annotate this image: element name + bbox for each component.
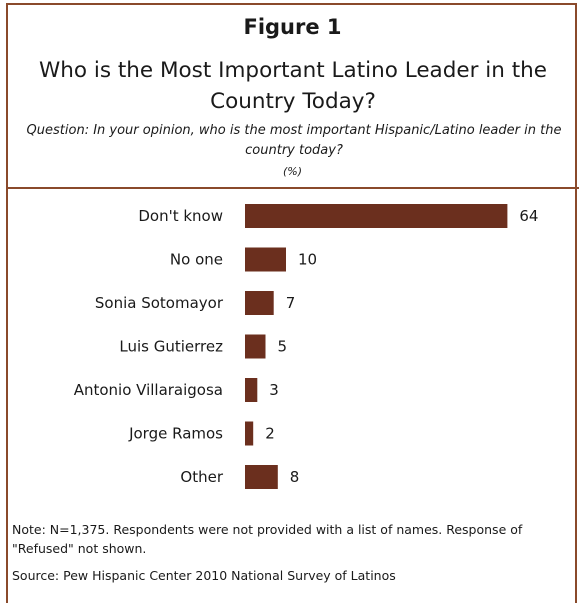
bar	[245, 465, 278, 489]
chart-title: Who is the Most Important Latino Leader …	[38, 58, 548, 114]
value-label: 64	[519, 207, 538, 225]
bar	[245, 247, 286, 272]
bar	[245, 378, 258, 402]
bar	[245, 291, 274, 315]
category-label: Antonio Villaraigosa	[74, 381, 223, 399]
category-label: Jorge Ramos	[128, 425, 223, 443]
value-label: 7	[286, 294, 296, 312]
category-label: Don't know	[138, 207, 223, 225]
bar	[245, 334, 266, 359]
figure-frame	[6, 3, 577, 603]
bar-chart: Don't know 64 No one 10 Sonia Sotomayor 7 Luis…	[74, 204, 538, 489]
value-label: 8	[290, 468, 300, 486]
category-label: No one	[170, 251, 223, 269]
unit-label: (%)	[282, 165, 303, 178]
value-label: 5	[278, 338, 288, 356]
source-text: Source: Pew Hispanic Center 2010 Nationa…	[12, 568, 396, 583]
survey-question: Question: In your opinion, who is the mo…	[26, 123, 562, 158]
value-label: 3	[269, 381, 279, 399]
category-label: Sonia Sotomayor	[95, 294, 224, 312]
category-label: Other	[180, 468, 223, 486]
bar	[245, 421, 254, 446]
header-divider	[6, 187, 579, 189]
category-label: Luis Gutierrez	[119, 338, 223, 356]
value-label: 10	[298, 251, 317, 269]
value-label: 2	[265, 425, 275, 443]
bar	[245, 204, 508, 228]
figure-label: Figure 1	[243, 15, 342, 39]
note-text: Note: N=1,375. Respondents were not prov…	[12, 522, 523, 556]
